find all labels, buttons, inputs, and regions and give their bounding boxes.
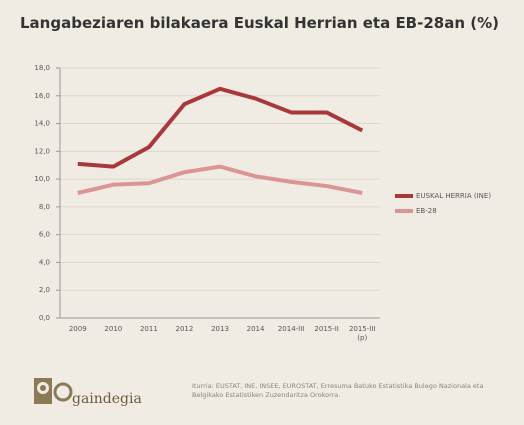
x-tick-label: 2015-III (p) (348, 325, 376, 342)
series-line (77, 86, 364, 169)
y-tick-label: 10,0 (34, 175, 50, 183)
y-tick-label: 12,0 (34, 147, 50, 155)
x-tick-label: 2014-III (277, 325, 305, 333)
y-tick-label: 8,0 (39, 203, 50, 211)
y-tick-label: 16,0 (34, 92, 50, 100)
x-tick-label: 2015-II (314, 325, 339, 333)
y-tick-label: 14,0 (34, 120, 50, 128)
source-note: Iturria: EUSTAT, INE, INSEE, EUROSTAT, E… (192, 382, 484, 399)
x-tick-label: 2009 (68, 325, 87, 333)
y-tick-label: 18,0 (34, 64, 50, 72)
series-line (77, 164, 363, 195)
x-tick-label: 2010 (104, 325, 123, 333)
x-tick-label: 2013 (211, 325, 229, 333)
y-tick-label: 6,0 (39, 231, 50, 239)
y-tick-label: 2,0 (39, 286, 50, 294)
legend-label: EUSKAL HERRIA (INE) (416, 192, 491, 200)
x-tick-label: 2011 (139, 325, 158, 333)
chart-title: Langabeziaren bilakaera Euskal Herrian e… (20, 14, 499, 32)
x-tick-label: 2014 (246, 325, 265, 333)
y-tick-label: 0,0 (39, 314, 50, 322)
y-tick-label: 4,0 (39, 258, 50, 266)
logo-icon (34, 378, 73, 404)
logo-text: gaindegia (72, 391, 142, 407)
legend-label: EB-28 (416, 207, 437, 215)
x-tick-label: 2012 (175, 325, 194, 333)
